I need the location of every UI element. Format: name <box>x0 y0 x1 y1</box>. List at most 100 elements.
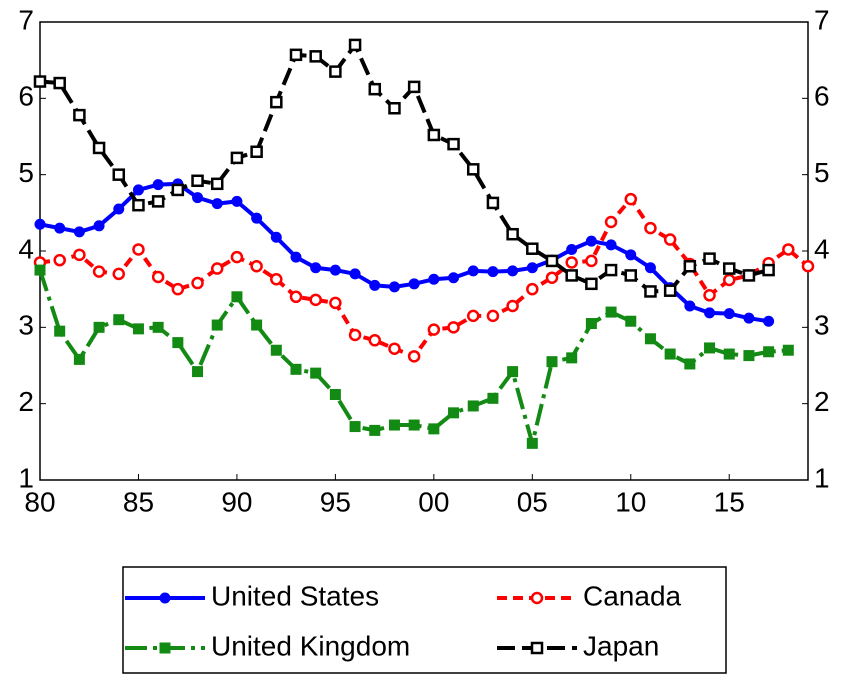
data-point <box>466 163 480 176</box>
data-point <box>53 253 66 267</box>
data-point <box>625 315 637 327</box>
data-point <box>34 264 46 276</box>
data-point <box>388 102 401 115</box>
data-point <box>644 262 656 274</box>
data-point <box>644 333 656 345</box>
data-point <box>722 262 736 275</box>
data-point <box>388 419 400 431</box>
data-point <box>270 344 282 356</box>
data-point <box>172 337 184 349</box>
data-point <box>448 407 460 419</box>
data-point <box>54 222 66 234</box>
data-point <box>448 272 460 284</box>
data-point <box>684 358 696 370</box>
data-point <box>408 278 420 290</box>
x-tick-label: 15 <box>714 486 745 517</box>
y2-tick-label: 6 <box>814 81 830 112</box>
data-point <box>704 307 716 319</box>
data-point <box>73 108 86 122</box>
data-point <box>33 75 47 88</box>
data-point <box>546 356 558 368</box>
legend-marker <box>530 591 544 605</box>
data-point <box>704 342 716 354</box>
data-point <box>663 284 677 297</box>
data-point <box>309 50 322 63</box>
data-point <box>132 184 144 196</box>
data-point <box>270 272 283 286</box>
data-point <box>92 141 106 155</box>
data-point <box>467 400 479 412</box>
data-point <box>251 212 263 224</box>
data-point <box>604 215 618 229</box>
data-point <box>743 350 755 362</box>
data-point <box>73 226 85 238</box>
data-point <box>92 265 106 278</box>
y2-tick-label: 4 <box>814 233 830 264</box>
data-point <box>151 270 165 284</box>
data-point <box>132 198 145 212</box>
data-point <box>605 306 617 318</box>
data-point <box>270 231 282 243</box>
data-point <box>53 76 66 90</box>
y-tick-label: 3 <box>18 310 34 341</box>
data-point <box>54 325 66 337</box>
data-point <box>270 95 283 109</box>
data-point <box>171 282 185 296</box>
data-point <box>625 249 637 261</box>
data-point <box>171 183 185 197</box>
data-point <box>585 277 598 291</box>
legend-marker <box>159 592 171 604</box>
data-point <box>585 254 598 268</box>
data-point <box>310 367 322 379</box>
data-point <box>743 312 755 324</box>
data-point <box>309 293 322 307</box>
data-point <box>722 273 736 287</box>
data-point <box>585 318 597 330</box>
data-point <box>763 315 775 327</box>
data-point <box>723 348 735 360</box>
data-point <box>210 262 224 275</box>
legend-marker <box>530 641 544 655</box>
data-point <box>230 151 244 165</box>
data-point <box>565 269 578 282</box>
data-point <box>486 196 500 210</box>
data-point <box>703 289 716 302</box>
data-point <box>290 251 302 263</box>
data-point <box>310 262 322 274</box>
data-point <box>624 269 638 282</box>
data-point <box>132 323 144 335</box>
data-point <box>428 273 440 285</box>
series-line <box>39 40 770 294</box>
data-point <box>191 276 204 290</box>
data-point <box>152 179 164 191</box>
data-point <box>526 282 539 296</box>
data-point <box>466 309 480 323</box>
y2-tick-label: 7 <box>814 4 830 35</box>
y-tick-label: 6 <box>18 81 34 112</box>
data-point <box>348 328 362 342</box>
data-point <box>192 192 204 204</box>
y-tick-label: 4 <box>18 233 34 264</box>
x-tick-label: 00 <box>418 486 449 517</box>
data-point <box>427 323 441 336</box>
data-point <box>664 348 676 360</box>
data-point <box>369 279 381 291</box>
data-point <box>73 353 85 365</box>
data-point <box>683 260 697 273</box>
data-point <box>526 242 539 255</box>
data-point <box>507 265 519 277</box>
data-point <box>368 334 382 347</box>
data-point <box>566 243 578 255</box>
data-point <box>289 290 303 304</box>
data-point <box>703 252 716 265</box>
data-point <box>152 321 164 333</box>
data-point <box>290 363 302 375</box>
data-point <box>585 235 597 247</box>
data-point <box>210 177 224 191</box>
x-tick-label: 05 <box>517 486 548 517</box>
data-point <box>191 174 204 188</box>
data-point <box>349 268 361 280</box>
data-point <box>112 168 126 181</box>
data-point <box>388 342 401 355</box>
data-point <box>93 321 105 333</box>
